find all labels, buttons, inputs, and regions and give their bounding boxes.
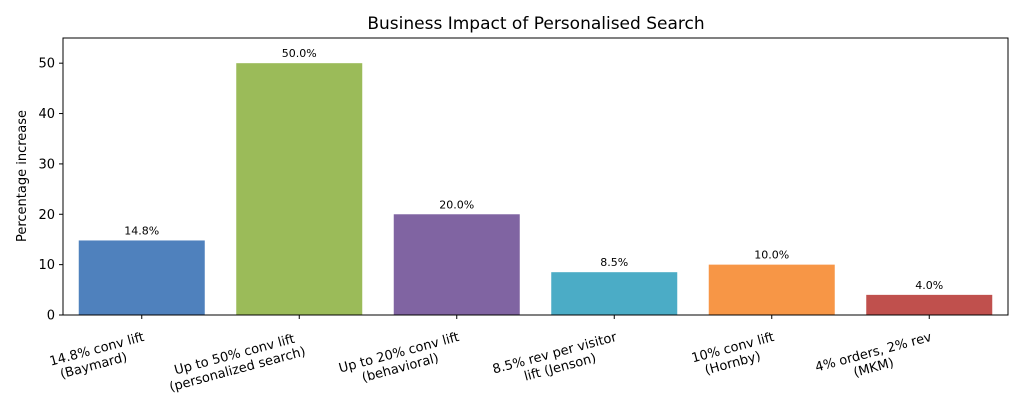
y-tick-label-4: 40 — [38, 107, 55, 122]
y-tick-label-1: 10 — [38, 258, 55, 273]
data-label-1: 50.0% — [282, 47, 317, 60]
bar-0 — [78, 240, 205, 315]
category-label-2: Up to 20% conv lift(behavioral) — [337, 330, 464, 391]
bars-group: 14.8% 50.0% 20.0% 8.5% 10.0% 4.0% — [78, 47, 993, 315]
y-axis-ticks: 0 10 20 30 40 50 — [38, 57, 63, 324]
data-label-2: 20.0% — [439, 198, 474, 211]
data-label-4: 10.0% — [754, 249, 789, 262]
category-label-4: 10% conv lift(Hornby) — [690, 330, 780, 381]
bar-3 — [551, 272, 678, 315]
y-tick-label-0: 0 — [47, 309, 55, 324]
bar-1 — [236, 63, 363, 315]
bar-5 — [866, 294, 993, 315]
bar-4 — [708, 264, 835, 315]
category-label-3: 8.5% rev per visitorlift (Jenson) — [491, 330, 623, 392]
bar-2 — [393, 214, 520, 315]
category-label-1: Up to 50% conv lift(personalized search) — [164, 330, 307, 395]
x-axis-ticks: 14.8% conv lift(Baymard) Up to 50% conv l… — [48, 315, 938, 395]
chart-title: Business Impact of Personalised Search — [367, 14, 704, 34]
data-label-3: 8.5% — [600, 256, 628, 269]
y-axis-label: Percentage increase — [15, 110, 30, 242]
data-label-0: 14.8% — [124, 224, 159, 237]
y-tick-label-2: 20 — [38, 208, 55, 223]
category-label-5: 4% orders, 2% rev(MKM) — [814, 330, 938, 390]
y-tick-label-3: 30 — [38, 157, 55, 172]
plot-frame — [62, 37, 1009, 316]
y-tick-label-5: 50 — [38, 57, 55, 72]
category-label-0: 14.8% conv lift(Baymard) — [48, 330, 150, 384]
data-label-5: 4.0% — [915, 279, 943, 292]
